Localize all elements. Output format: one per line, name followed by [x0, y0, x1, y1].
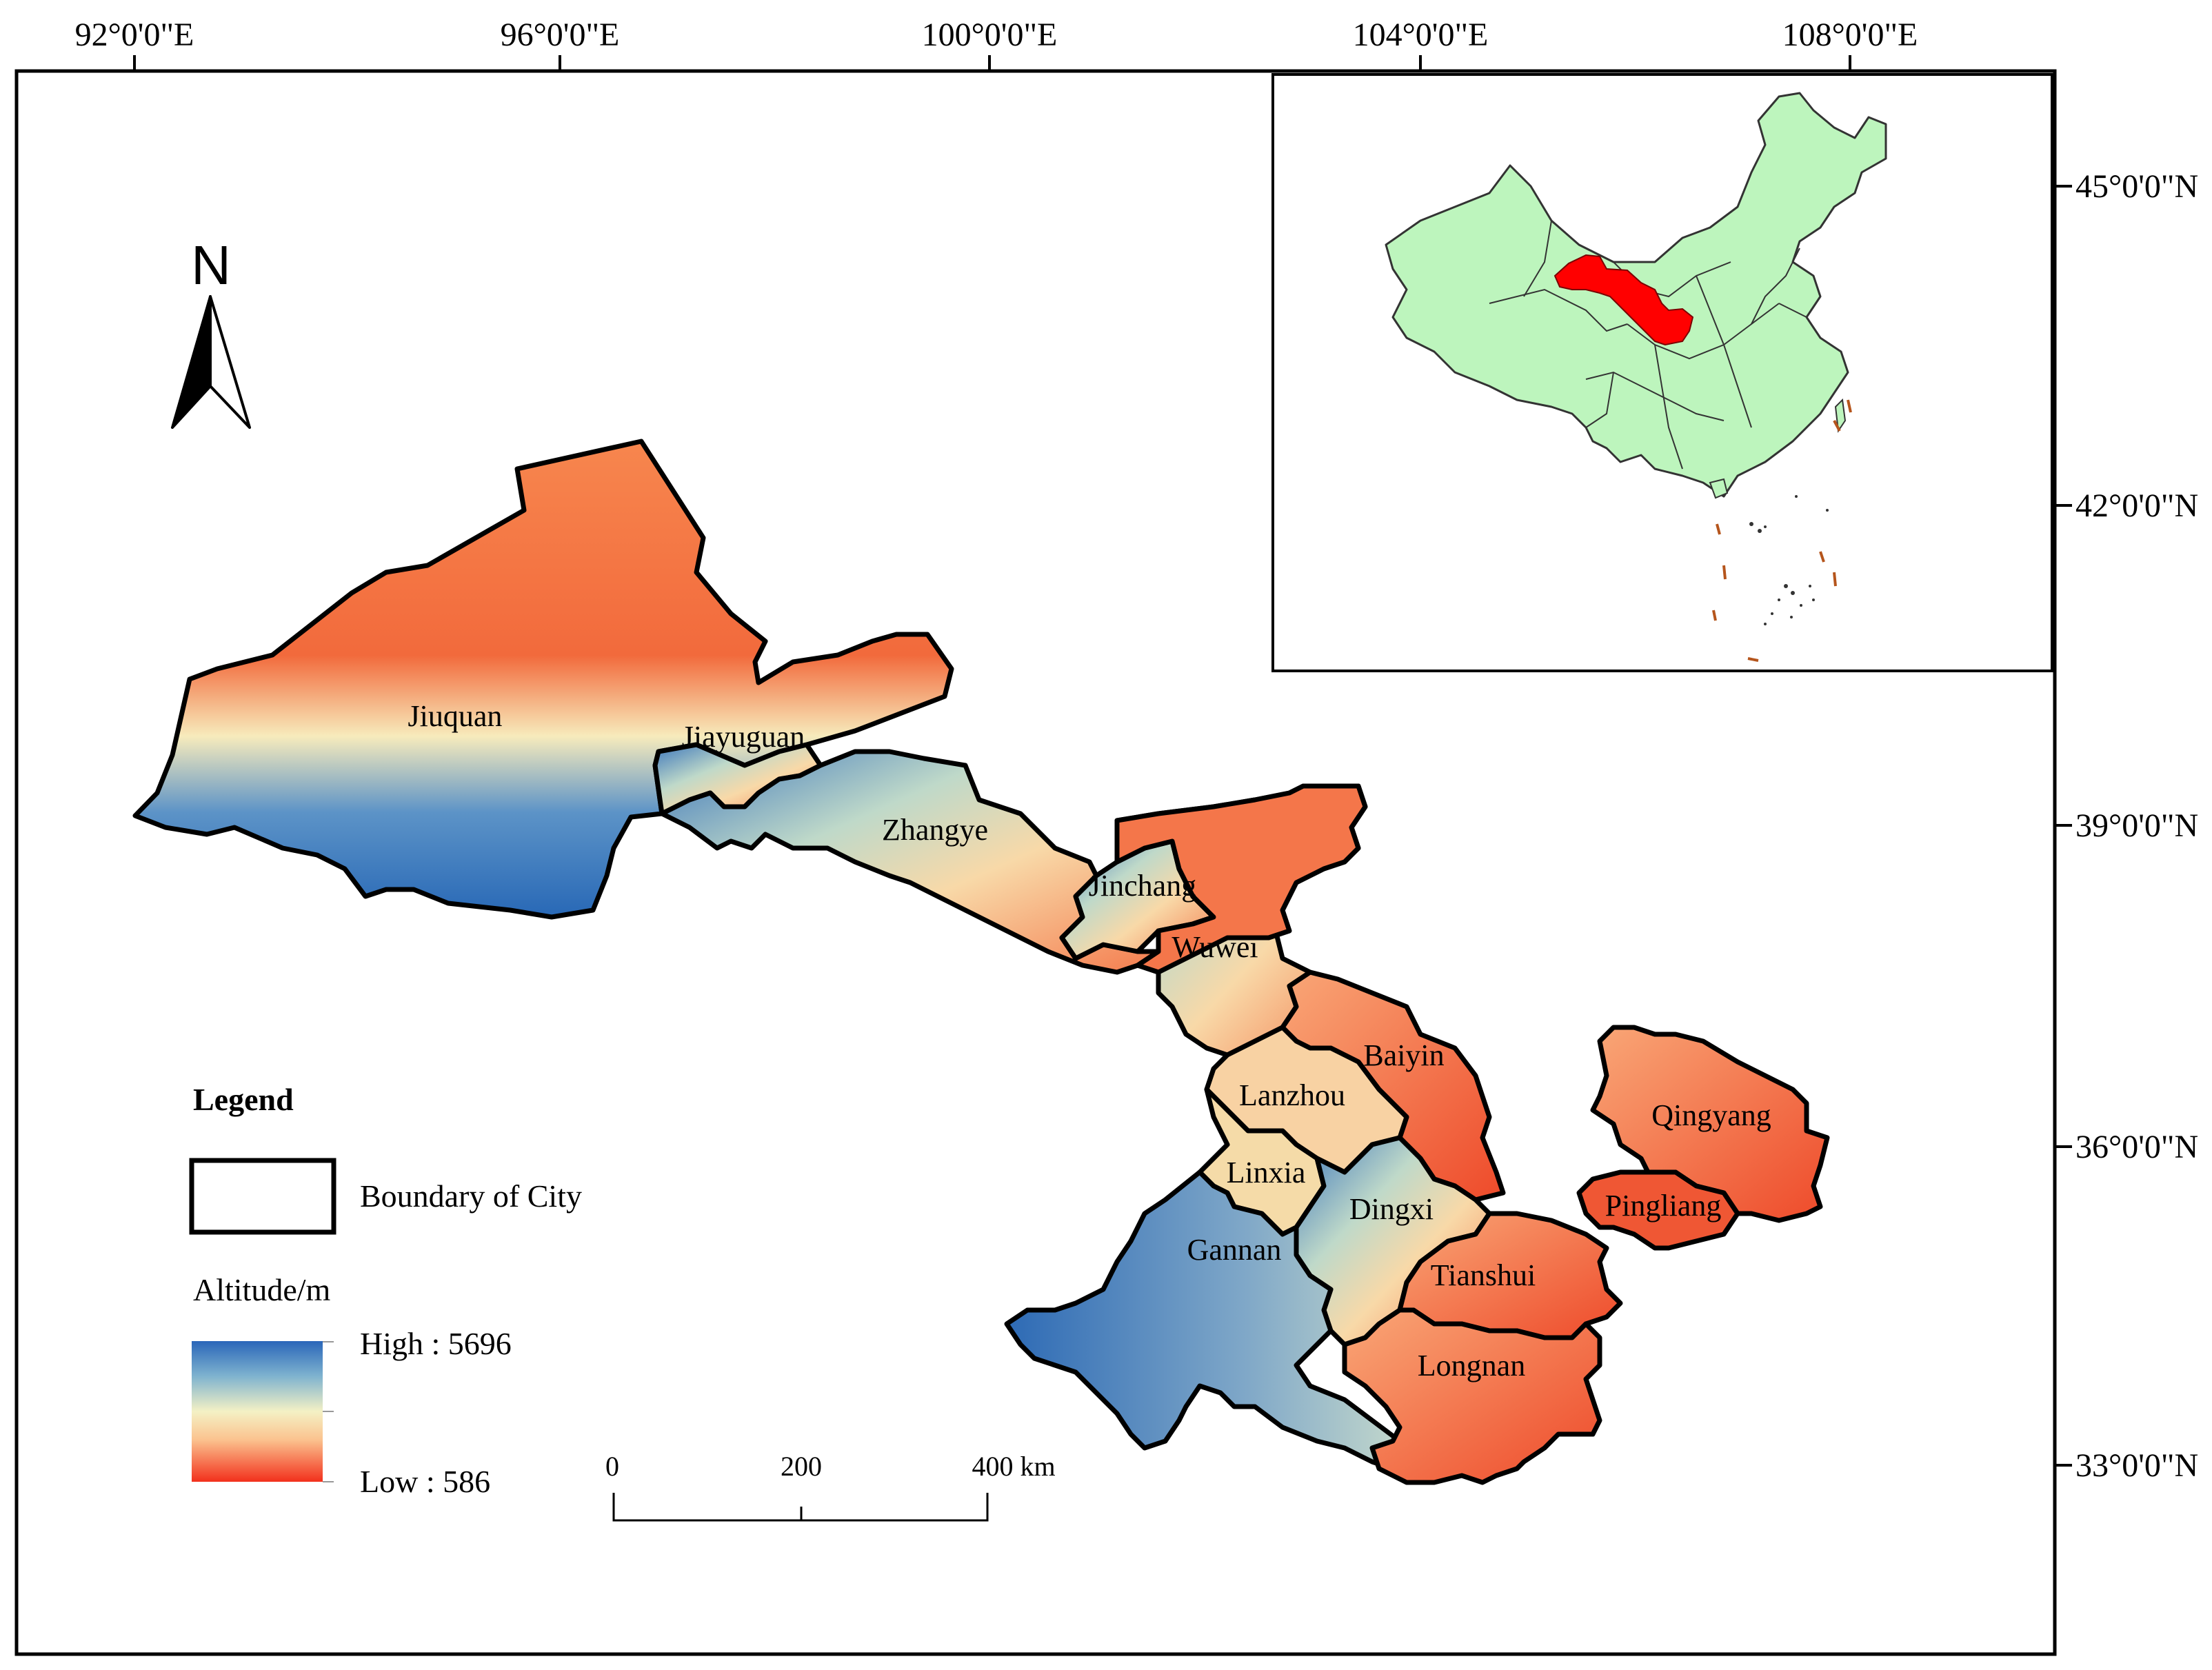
inset-map: [1271, 73, 2053, 672]
lon-label-100: 100°0'0"E: [922, 17, 1058, 53]
legend-boundary-symbol: [189, 1158, 336, 1235]
legend: Legend Boundary of City Altitude/m High …: [189, 1082, 582, 1499]
nine-dash-line: [1712, 399, 1852, 662]
city-label-linxia: Linxia: [1227, 1156, 1306, 1189]
city-label-longnan: Longnan: [1418, 1349, 1525, 1382]
lat-label-33: 33°0'0"N: [2075, 1447, 2198, 1484]
legend-altitude-ramp: [192, 1341, 323, 1482]
city-labels: Jiuquan Jiayuguan Zhangye Jinchang Wuwei…: [408, 699, 1771, 1382]
south-sea-islands: [1749, 495, 1829, 625]
taiwan-island: [1834, 398, 1847, 433]
city-label-qingyang: Qingyang: [1651, 1098, 1771, 1132]
scale-label-0: 0: [605, 1451, 619, 1482]
lat-label-36: 36°0'0"N: [2075, 1129, 2198, 1165]
lon-label-92: 92°0'0"E: [75, 17, 194, 53]
lat-label-42: 42°0'0"N: [2075, 487, 2198, 524]
city-label-jiayuguan: Jiayuguan: [682, 720, 805, 754]
latitude-labels: 45°0'0"N 42°0'0"N 39°0'0"N 36°0'0"N 33°0…: [2075, 168, 2198, 1484]
region-wuwei-north: [1114, 783, 1368, 975]
city-label-jinchang: Jinchang: [1089, 869, 1196, 903]
city-label-lanzhou: Lanzhou: [1239, 1078, 1345, 1112]
region-pingliang: [1576, 1169, 1740, 1251]
scale-label-200: 200: [781, 1451, 822, 1482]
city-label-zhangye: Zhangye: [882, 813, 988, 847]
scale-label-400: 400 km: [972, 1451, 1055, 1482]
gansu-map: [132, 439, 1830, 1485]
graticule-ticks: [133, 55, 2072, 1467]
region-jiuquan: [132, 439, 954, 920]
legend-low-label: Low : 586: [360, 1464, 490, 1499]
scale-bar: 0 200 400 km: [605, 1451, 1056, 1522]
map-frame: [14, 69, 2057, 1656]
longitude-labels: 92°0'0"E 96°0'0"E 100°0'0"E 104°0'0"E 10…: [75, 17, 1918, 53]
gansu-highlight: [1554, 254, 1694, 346]
legend-title: Legend: [193, 1082, 294, 1117]
city-label-wuwei: Wuwei: [1172, 930, 1258, 964]
city-label-gannan: Gannan: [1187, 1233, 1282, 1267]
city-label-baiyin: Baiyin: [1363, 1038, 1444, 1072]
north-arrow: N: [171, 234, 251, 429]
hainan-island: [1709, 478, 1729, 499]
city-label-pingliang: Pingliang: [1605, 1189, 1722, 1223]
north-arrow-icon-outline: [209, 295, 251, 429]
lon-label-96: 96°0'0"E: [501, 17, 620, 53]
scale-bar-line: [612, 1493, 989, 1522]
north-label: N: [191, 234, 231, 296]
lon-label-108: 108°0'0"E: [1782, 17, 1918, 53]
city-label-tianshui: Tianshui: [1431, 1258, 1536, 1292]
lat-label-39: 39°0'0"N: [2075, 807, 2198, 844]
lat-label-45: 45°0'0"N: [2075, 168, 2198, 205]
legend-altitude-title: Altitude/m: [193, 1272, 331, 1307]
legend-boundary-label: Boundary of City: [360, 1178, 582, 1214]
city-label-dingxi: Dingxi: [1349, 1192, 1434, 1226]
region-gannan: [1004, 1169, 1409, 1471]
region-longnan: [1342, 1307, 1602, 1485]
legend-high-label: High : 5696: [360, 1326, 512, 1361]
city-label-jiuquan: Jiuquan: [408, 699, 503, 733]
lon-label-104: 104°0'0"E: [1353, 17, 1489, 53]
north-arrow-icon: [171, 295, 212, 429]
